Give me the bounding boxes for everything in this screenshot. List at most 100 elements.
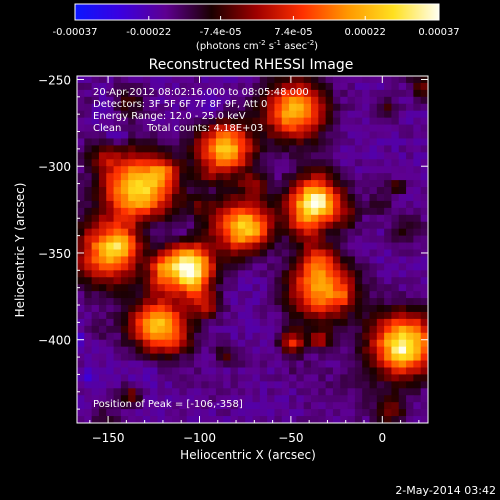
heatmap-cell bbox=[135, 76, 144, 84]
heatmap-cell bbox=[230, 152, 239, 160]
heatmap-cell bbox=[106, 166, 115, 174]
heatmap-cell bbox=[398, 339, 407, 348]
heatmap-cell bbox=[135, 124, 144, 133]
heatmap-cell bbox=[142, 145, 151, 153]
heatmap-cell bbox=[391, 235, 400, 244]
heatmap-cell bbox=[98, 228, 107, 237]
heatmap-cell bbox=[281, 200, 290, 209]
heatmap-cell bbox=[230, 256, 239, 264]
heatmap-cell bbox=[223, 145, 232, 153]
heatmap-cell bbox=[245, 180, 253, 188]
heatmap-cell bbox=[194, 96, 202, 105]
heatmap-cell bbox=[98, 242, 107, 250]
y-tick-label: −250 bbox=[38, 73, 71, 87]
heatmap-cell bbox=[113, 96, 122, 105]
heatmap-cell bbox=[142, 360, 151, 368]
heatmap-cell bbox=[106, 249, 115, 257]
heatmap-cell bbox=[259, 180, 268, 188]
heatmap-cell bbox=[172, 325, 180, 334]
heatmap-cell bbox=[406, 124, 414, 133]
heatmap-cell bbox=[91, 200, 100, 209]
heatmap-cell bbox=[398, 207, 407, 216]
heatmap-cell bbox=[91, 193, 100, 202]
heatmap-cell bbox=[413, 207, 422, 216]
heatmap-cell bbox=[420, 339, 428, 348]
heatmap-cell bbox=[172, 221, 180, 230]
heatmap-cell bbox=[311, 332, 319, 341]
heatmap-cell bbox=[84, 110, 93, 119]
heatmap-cell bbox=[84, 193, 93, 202]
heatmap-cell bbox=[142, 200, 151, 209]
heatmap-cell bbox=[128, 89, 136, 98]
heatmap-cell bbox=[391, 305, 400, 313]
heatmap-cell bbox=[91, 256, 100, 264]
heatmap-cell bbox=[237, 96, 246, 105]
heatmap-cell bbox=[354, 96, 363, 105]
heatmap-cell bbox=[237, 325, 246, 334]
heatmap-cell bbox=[289, 270, 297, 278]
heatmap-cell bbox=[406, 180, 414, 188]
heatmap-cell bbox=[281, 110, 290, 119]
heatmap-cell bbox=[237, 235, 246, 244]
heatmap-cell bbox=[281, 305, 290, 313]
heatmap-cell bbox=[172, 117, 180, 126]
heatmap-cell bbox=[274, 110, 283, 119]
heatmap-cell bbox=[259, 249, 268, 257]
heatmap-cell bbox=[420, 103, 428, 112]
heatmap-cell bbox=[267, 76, 275, 84]
heatmap-cell bbox=[259, 332, 268, 341]
heatmap-cell bbox=[215, 381, 224, 389]
heatmap-cell bbox=[318, 207, 327, 216]
heatmap-cell bbox=[164, 103, 173, 112]
heatmap-cell bbox=[384, 131, 392, 139]
heatmap-cell bbox=[413, 360, 422, 368]
heatmap-cell bbox=[237, 374, 246, 382]
heatmap-cell bbox=[172, 145, 180, 153]
heatmap-cell bbox=[128, 249, 136, 257]
heatmap-cell bbox=[164, 332, 173, 341]
heatmap-cell bbox=[420, 110, 428, 119]
heatmap-cell bbox=[318, 339, 327, 348]
heatmap-cell bbox=[259, 173, 268, 181]
heatmap-cell bbox=[84, 388, 93, 396]
heatmap-cell bbox=[340, 332, 349, 341]
heatmap-cell bbox=[237, 110, 246, 119]
heatmap-cell bbox=[311, 214, 319, 223]
heatmap-cell bbox=[172, 311, 180, 320]
heatmap-cell bbox=[208, 242, 217, 250]
heatmap-cell bbox=[406, 381, 414, 389]
heatmap-cell bbox=[142, 367, 151, 375]
heatmap-cell bbox=[354, 200, 363, 209]
heatmap-cell bbox=[120, 332, 129, 341]
heatmap-cell bbox=[413, 214, 422, 223]
heatmap-cell bbox=[420, 152, 428, 160]
heatmap-cell bbox=[318, 367, 327, 375]
heatmap-cell bbox=[91, 173, 100, 181]
heatmap-cell bbox=[186, 367, 195, 375]
heatmap-cell bbox=[354, 228, 363, 237]
heatmap-cell bbox=[179, 110, 188, 119]
heatmap-cell bbox=[120, 416, 129, 423]
heatmap-cell bbox=[325, 180, 334, 188]
heatmap-cell bbox=[296, 339, 305, 348]
heatmap-cell bbox=[106, 124, 115, 133]
heatmap-cell bbox=[84, 131, 93, 139]
heatmap-cell bbox=[223, 200, 232, 209]
heatmap-cell bbox=[398, 166, 407, 174]
heatmap-cell bbox=[347, 325, 356, 334]
heatmap-cell bbox=[157, 193, 166, 202]
heatmap-cell bbox=[128, 166, 136, 174]
heatmap-cell bbox=[237, 221, 246, 230]
heatmap-cell bbox=[230, 395, 239, 403]
heatmap-cell bbox=[391, 249, 400, 257]
heatmap-cell bbox=[208, 402, 217, 410]
heatmap-cell bbox=[340, 117, 349, 126]
heatmap-cell bbox=[354, 346, 363, 355]
heatmap-cell bbox=[406, 103, 414, 112]
heatmap-cell bbox=[77, 416, 85, 423]
heatmap-cell bbox=[311, 318, 319, 327]
heatmap-cell bbox=[413, 145, 422, 153]
heatmap-cell bbox=[237, 249, 246, 257]
heatmap-cell bbox=[354, 89, 363, 98]
heatmap-cell bbox=[113, 277, 122, 285]
